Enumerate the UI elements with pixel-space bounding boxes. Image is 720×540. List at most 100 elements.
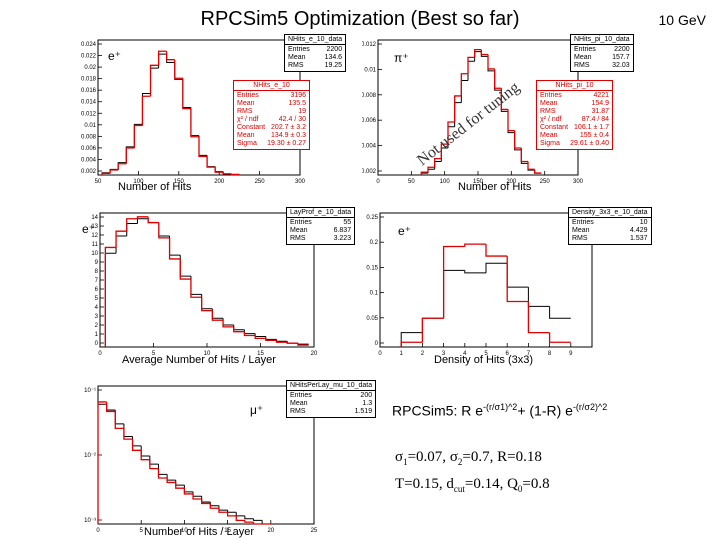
x-tick-label: 250 — [255, 179, 266, 185]
y-tick-label: 0.016 — [81, 88, 97, 94]
hist-bin — [201, 297, 213, 312]
hist-bin — [527, 161, 535, 170]
stats-row: Mean 1.3 — [290, 400, 373, 407]
y-tick-label: 0.01 — [364, 67, 376, 73]
plot-frame — [379, 212, 593, 348]
x-tick-label: 15 — [224, 528, 231, 534]
hist-bin — [400, 341, 423, 347]
y-tick-label: 0.018 — [81, 77, 97, 83]
hist-bin — [494, 68, 502, 89]
hist-bin — [226, 512, 237, 517]
hist-bin — [222, 172, 232, 175]
stats-row: RMS 32.03 — [574, 62, 630, 69]
stats-title: Density_3x3_e_10_data — [569, 209, 651, 218]
y-tick-label: 3 — [95, 314, 99, 320]
hist-bin — [235, 512, 245, 517]
hist-bin — [123, 423, 133, 437]
hist-bin — [233, 326, 245, 333]
stats-row: RMS 31.87 — [540, 108, 610, 115]
hist-bin — [192, 491, 202, 497]
x-tick-label: 300 — [295, 179, 306, 185]
hist-bin — [132, 436, 142, 447]
y-tick-label: 0.004 — [362, 144, 377, 150]
hist-bin — [474, 48, 482, 58]
stats-row: Entries 55 — [290, 219, 352, 226]
hist-bin — [158, 53, 167, 69]
hist-bin — [548, 332, 571, 343]
hist-bin — [443, 269, 465, 319]
x-tick-label: 150 — [473, 179, 484, 185]
stats-row: Entries 10 — [572, 219, 648, 226]
hist-bin — [106, 404, 116, 411]
hist-bin — [485, 262, 508, 273]
stats-row: Entries 200 — [290, 392, 373, 399]
x-tick-label: 9 — [569, 351, 573, 357]
nhits-electron-panel: 50 100 150 200 250 300 0.024 0.022 0.02 0.018 0.01… — [78, 32, 378, 210]
stats-row: Mean 134.9 ± 0.3 — [237, 132, 307, 139]
y-tick-label: 6 — [95, 287, 99, 293]
hist-bin — [421, 317, 444, 343]
y-tick-label: 0.2 — [370, 240, 379, 246]
y-tick-label: 0.006 — [362, 118, 377, 124]
hist-bin — [460, 80, 468, 103]
x-tick-label: 5 — [152, 351, 156, 357]
x-tick-label: 0 — [376, 179, 380, 185]
y-tick-label: 9 — [95, 260, 99, 266]
x-axis-label: Number of Hits — [118, 181, 192, 193]
hist-bin — [179, 258, 191, 280]
series-sim — [97, 401, 271, 525]
hist-bin — [174, 59, 183, 79]
y-tick-label: 10⁻² — [84, 453, 96, 459]
hist-bin — [183, 488, 194, 495]
hist-bin — [421, 317, 444, 333]
y-tick-label: 0.02 — [84, 65, 96, 71]
stats-row: Entries 4221 — [540, 92, 610, 99]
y-tick-label: 10 — [91, 251, 98, 257]
hist-bin — [158, 222, 170, 239]
hist-bin — [114, 411, 124, 430]
hist-bin — [125, 146, 135, 163]
x-tick-label: 20 — [311, 351, 318, 357]
y-tick-label: 0.25 — [366, 215, 378, 221]
hist-bin — [520, 148, 528, 163]
y-tick-label: 0.002 — [362, 169, 377, 175]
x-tick-label: 100 — [133, 179, 144, 185]
hist-bin — [97, 401, 107, 524]
series-data — [101, 53, 240, 175]
hist-bin — [230, 173, 240, 176]
y-tick-label: 0.012 — [81, 111, 97, 117]
x-tick-label: 50 — [95, 179, 102, 185]
stats-row: Mean 155 ± 0.4 — [540, 132, 610, 139]
hist-bin — [243, 329, 256, 335]
hist-bin — [485, 244, 508, 257]
watermark: Not used for tuning — [414, 79, 523, 169]
y-tick-label: 8 — [95, 269, 99, 275]
hist-bin — [198, 136, 208, 158]
plot-frame — [99, 212, 315, 348]
hist-bin — [192, 493, 202, 500]
hist-bin — [480, 49, 488, 56]
hist-bin — [243, 331, 256, 337]
hist-bin — [222, 318, 234, 326]
hist-bin — [183, 485, 194, 493]
x-tick-label: 5 — [484, 351, 488, 357]
hist-bin — [514, 130, 522, 149]
x-tick-label: 50 — [408, 179, 415, 185]
hist-bin — [136, 216, 149, 219]
series-data — [97, 403, 271, 525]
y-tick-label: 0.006 — [81, 146, 97, 152]
hist-bin — [286, 342, 298, 344]
hist-bin — [235, 515, 245, 522]
y-tick-label: 0.022 — [81, 54, 97, 60]
nhits-pion-panel: 0 50 100 150 200 250 300 0.012 0.01 0.008 0.006 0.0… — [362, 32, 658, 210]
hist-bin — [276, 339, 288, 342]
hist-bin — [427, 168, 435, 174]
hist-bin — [190, 279, 202, 298]
x-tick-label: 200 — [506, 179, 517, 185]
x-axis-label: Number of Hits — [458, 181, 532, 193]
hist-bin — [474, 51, 482, 62]
stats-box-data: LayProf_e_10_data Entries 55 Mean 6.837 RMS 3.… — [286, 207, 356, 245]
stats-row: RMS 1.519 — [290, 408, 373, 415]
y-tick-label: 12 — [91, 233, 98, 239]
hist-bin — [101, 172, 111, 175]
